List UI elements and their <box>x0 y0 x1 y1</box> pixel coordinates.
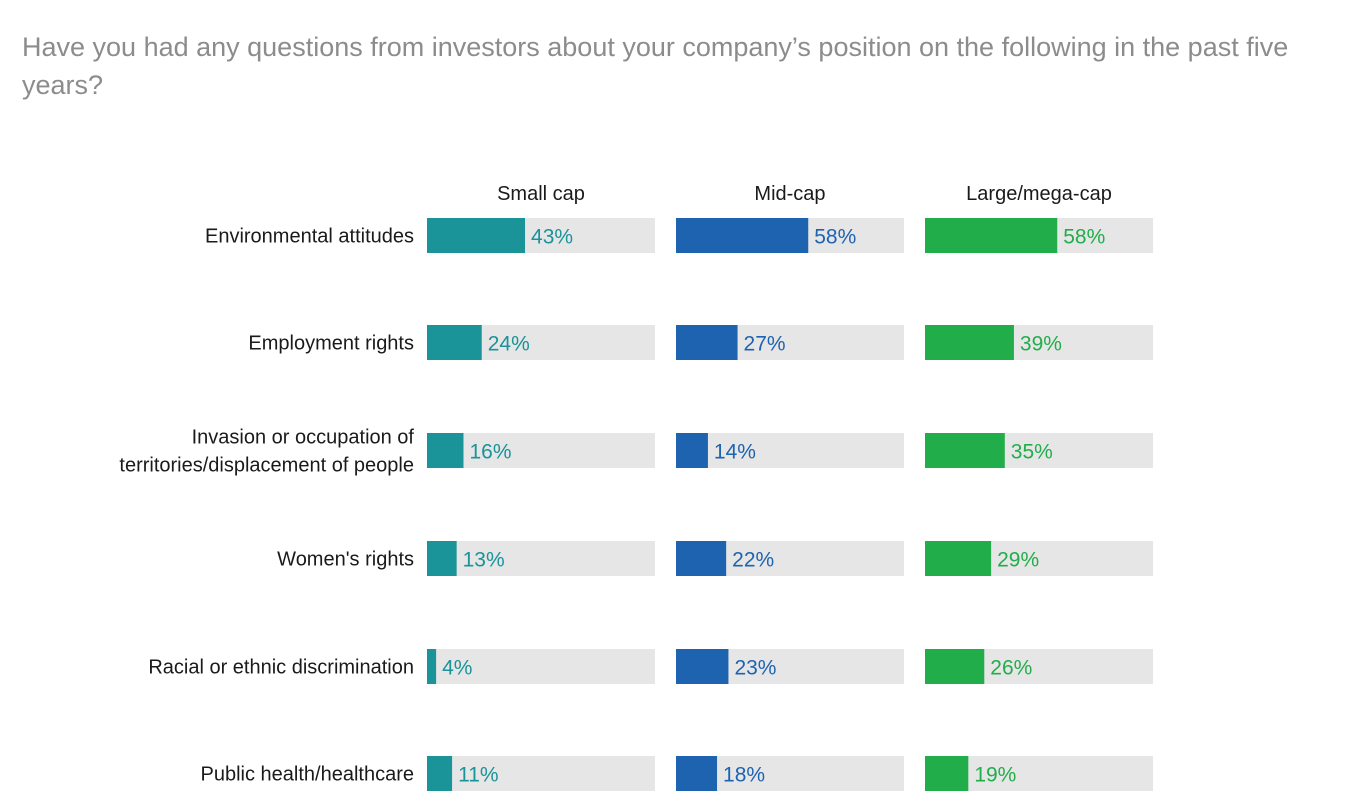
bar <box>676 433 708 468</box>
bar-track <box>427 433 655 468</box>
data-label: 18% <box>723 764 765 787</box>
bar <box>676 756 718 791</box>
bar <box>676 649 729 684</box>
category-label-4: Racial or ethnic discrimination <box>148 657 414 679</box>
bar <box>427 218 526 253</box>
data-label: 4% <box>442 657 472 680</box>
bar <box>925 325 1014 360</box>
category-label-2: Invasion or occupation of territories/dis… <box>119 427 414 477</box>
series-header-2: Large/mega-cap <box>966 183 1112 205</box>
bar <box>676 541 727 576</box>
data-label: 35% <box>1011 441 1053 464</box>
bar-track <box>427 541 655 576</box>
bar-track <box>427 649 655 684</box>
category-label-1: Employment rights <box>248 333 414 355</box>
bar <box>427 433 464 468</box>
bar-track <box>427 756 655 791</box>
category-label-5: Public health/healthcare <box>201 764 414 786</box>
data-label: 13% <box>463 549 505 572</box>
category-label-0: Environmental attitudes <box>205 226 414 248</box>
chart-title: Have you had any questions from investor… <box>22 32 1289 100</box>
data-label: 11% <box>458 764 498 787</box>
data-label: 24% <box>488 333 530 356</box>
data-label: 16% <box>469 441 511 464</box>
bar <box>427 541 457 576</box>
bar <box>427 325 482 360</box>
series-header-1: Mid-cap <box>754 183 825 205</box>
series-header-0: Small cap <box>497 183 585 205</box>
data-label: 58% <box>814 226 856 249</box>
data-label: 26% <box>990 657 1032 680</box>
category-label-line: Environmental attitudes <box>205 226 414 248</box>
bar <box>925 218 1058 253</box>
data-label: 27% <box>744 333 786 356</box>
bar <box>925 756 969 791</box>
bar-track <box>676 433 904 468</box>
data-label: 14% <box>714 441 756 464</box>
data-label: 43% <box>531 226 573 249</box>
bar <box>427 649 437 684</box>
category-label-line: Employment rights <box>248 333 414 355</box>
bar <box>427 756 453 791</box>
bar <box>925 433 1005 468</box>
category-label-line: Invasion or occupation of <box>192 427 415 449</box>
category-label-line: Public health/healthcare <box>201 764 414 786</box>
data-label: 58% <box>1063 226 1105 249</box>
data-label: 23% <box>734 657 776 680</box>
bar <box>925 649 985 684</box>
bar <box>925 541 992 576</box>
data-label: 29% <box>997 549 1039 572</box>
category-label-line: Racial or ethnic discrimination <box>148 657 414 679</box>
bar <box>676 218 809 253</box>
category-label-3: Women's rights <box>277 549 414 571</box>
category-label-line: territories/displacement of people <box>119 455 414 477</box>
data-label: 39% <box>1020 333 1062 356</box>
category-label-line: Women's rights <box>277 549 414 571</box>
data-label: 22% <box>732 549 774 572</box>
data-label: 19% <box>974 764 1016 787</box>
bar <box>676 325 738 360</box>
